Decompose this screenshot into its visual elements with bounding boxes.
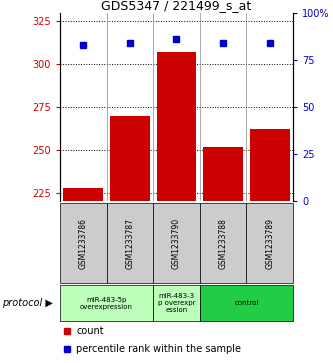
Bar xyxy=(63,188,103,201)
Title: GDS5347 / 221499_s_at: GDS5347 / 221499_s_at xyxy=(101,0,252,12)
Bar xyxy=(200,285,293,321)
Text: GSM1233786: GSM1233786 xyxy=(79,218,88,269)
Text: miR-483-3
p overexpr
ession: miR-483-3 p overexpr ession xyxy=(158,293,195,313)
Text: GSM1233789: GSM1233789 xyxy=(265,218,274,269)
Text: count: count xyxy=(76,326,104,336)
Text: miR-483-5p
overexpression: miR-483-5p overexpression xyxy=(80,297,133,310)
Text: protocol ▶: protocol ▶ xyxy=(2,298,53,308)
Text: GSM1233790: GSM1233790 xyxy=(172,218,181,269)
Text: control: control xyxy=(234,300,259,306)
Bar xyxy=(107,203,153,283)
Bar xyxy=(60,203,107,283)
Bar xyxy=(250,129,289,201)
Bar xyxy=(246,203,293,283)
Bar xyxy=(153,203,200,283)
Bar xyxy=(200,203,246,283)
Text: GSM1233787: GSM1233787 xyxy=(125,218,135,269)
Text: percentile rank within the sample: percentile rank within the sample xyxy=(76,344,241,354)
Bar xyxy=(157,52,196,201)
Text: GSM1233788: GSM1233788 xyxy=(218,218,228,269)
Bar xyxy=(153,285,200,321)
Bar xyxy=(110,116,150,201)
Bar xyxy=(60,285,153,321)
Bar xyxy=(203,147,243,201)
